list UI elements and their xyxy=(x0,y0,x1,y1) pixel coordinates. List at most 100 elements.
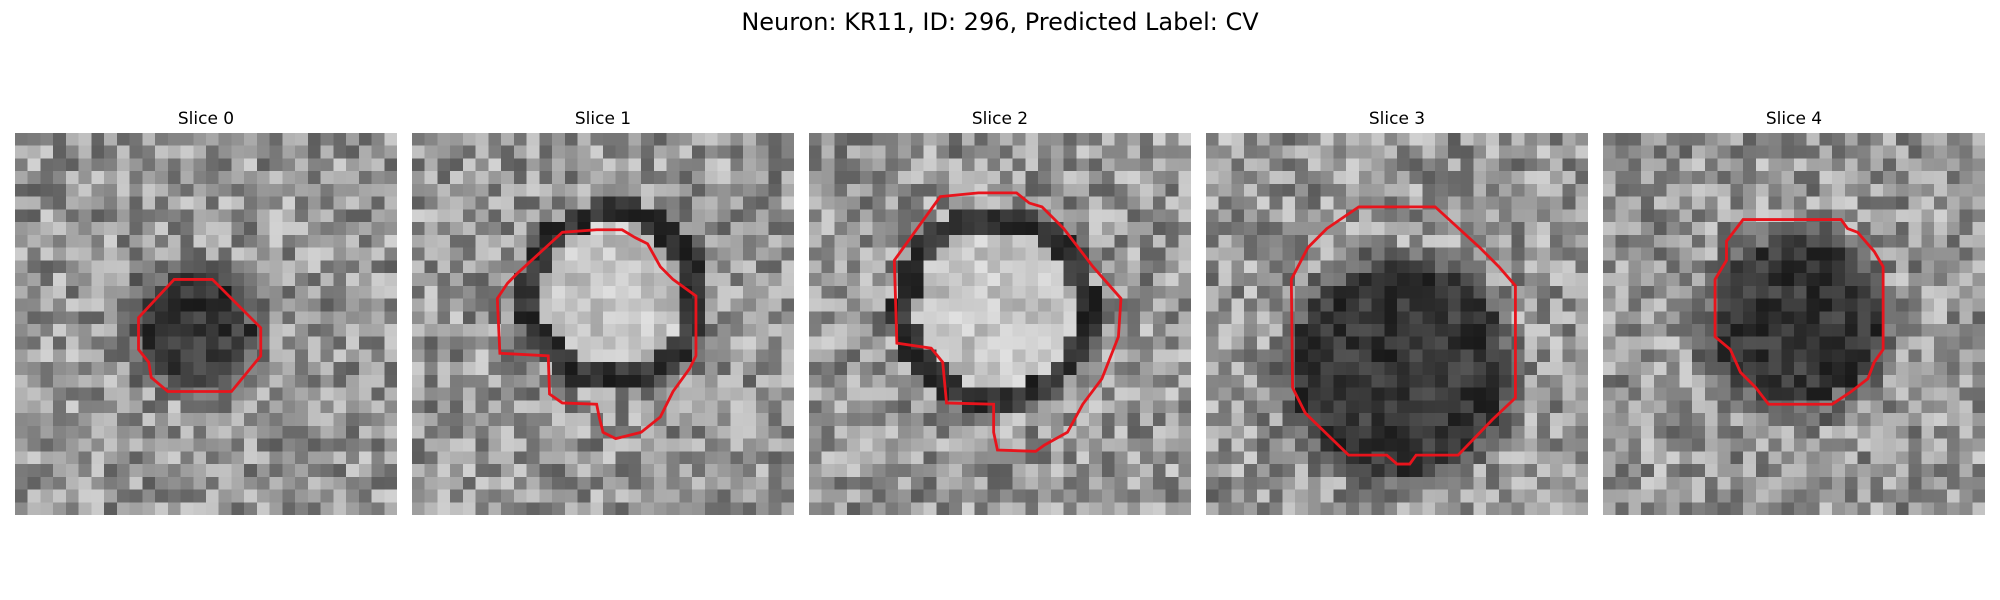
pixel xyxy=(564,311,578,325)
pixel xyxy=(666,158,680,172)
pixel xyxy=(358,285,372,299)
pixel xyxy=(1371,222,1385,236)
pixel xyxy=(1717,349,1731,363)
pixel xyxy=(1844,425,1858,439)
pixel xyxy=(15,451,28,465)
pixel xyxy=(1165,502,1179,515)
pixel xyxy=(91,476,105,490)
pixel xyxy=(1486,196,1500,210)
pixel xyxy=(768,438,782,452)
pixel xyxy=(1511,234,1525,248)
pixel xyxy=(1524,374,1538,388)
pixel xyxy=(692,489,706,503)
pixel xyxy=(1295,196,1309,210)
pixel xyxy=(628,387,642,401)
pixel xyxy=(1679,476,1693,490)
pixel xyxy=(1333,260,1347,274)
slice-title: Slice 0 xyxy=(177,109,235,129)
pixel xyxy=(1114,234,1128,248)
pixel xyxy=(949,502,963,515)
pixel xyxy=(218,400,232,414)
pixel xyxy=(104,171,118,185)
pixel xyxy=(539,273,553,287)
pixel xyxy=(974,247,988,261)
pixel xyxy=(1384,133,1398,146)
pixel xyxy=(1832,336,1846,350)
pixel xyxy=(987,311,1001,325)
pixel xyxy=(78,362,92,376)
pixel xyxy=(1666,260,1680,274)
pixel xyxy=(859,234,873,248)
pixel xyxy=(384,438,397,452)
pixel xyxy=(424,133,438,146)
pixel xyxy=(193,158,207,172)
pixel xyxy=(346,476,360,490)
pixel xyxy=(1883,451,1897,465)
pixel xyxy=(1371,464,1385,478)
pixel xyxy=(1114,222,1128,236)
pixel xyxy=(1562,171,1576,185)
pixel xyxy=(1178,400,1191,414)
pixel xyxy=(40,387,54,401)
pixel xyxy=(539,502,553,515)
pixel xyxy=(1231,362,1245,376)
pixel xyxy=(282,502,296,515)
pixel xyxy=(526,502,540,515)
pixel xyxy=(1921,324,1935,337)
pixel xyxy=(1269,133,1283,146)
pixel xyxy=(1730,502,1744,515)
pixel xyxy=(437,425,451,439)
pixel xyxy=(1025,400,1039,414)
pixel xyxy=(1959,247,1973,261)
pixel xyxy=(679,196,693,210)
pixel xyxy=(501,260,515,274)
pixel xyxy=(1244,311,1258,325)
pixel xyxy=(692,158,706,172)
pixel xyxy=(1615,222,1629,236)
pixel xyxy=(269,374,283,388)
pixel xyxy=(1743,273,1757,287)
pixel xyxy=(371,362,385,376)
pixel xyxy=(1692,247,1706,261)
pixel xyxy=(78,502,92,515)
pixel xyxy=(256,438,270,452)
pixel xyxy=(91,324,105,337)
pixel xyxy=(412,158,425,172)
pixel xyxy=(1346,222,1360,236)
pixel xyxy=(1653,145,1667,159)
pixel xyxy=(1025,145,1039,159)
pixel xyxy=(65,362,79,376)
pixel xyxy=(1244,196,1258,210)
pixel xyxy=(1320,234,1334,248)
pixel xyxy=(1307,285,1321,299)
pixel xyxy=(743,145,757,159)
pixel xyxy=(1346,234,1360,248)
pixel xyxy=(1946,425,1960,439)
pixel xyxy=(1256,222,1270,236)
pixel xyxy=(450,464,464,478)
pixel xyxy=(450,476,464,490)
pixel xyxy=(1755,311,1769,325)
pixel xyxy=(53,285,67,299)
pixel xyxy=(1140,349,1154,363)
pixel xyxy=(91,196,105,210)
pixel xyxy=(1256,298,1270,312)
pixel xyxy=(1641,234,1655,248)
pixel xyxy=(1397,451,1410,465)
pixel xyxy=(116,324,130,337)
pixel xyxy=(847,413,861,427)
pixel xyxy=(1244,158,1258,172)
pixel xyxy=(1717,464,1731,478)
pixel xyxy=(730,234,744,248)
pixel xyxy=(1615,247,1629,261)
pixel xyxy=(1781,324,1795,337)
pixel xyxy=(1422,464,1436,478)
pixel xyxy=(1549,273,1563,287)
pixel xyxy=(539,209,553,223)
pixel xyxy=(1409,145,1423,159)
pixel xyxy=(104,489,118,503)
pixel xyxy=(872,133,886,146)
pixel xyxy=(781,349,794,363)
pixel xyxy=(1615,158,1629,172)
pixel xyxy=(295,196,309,210)
